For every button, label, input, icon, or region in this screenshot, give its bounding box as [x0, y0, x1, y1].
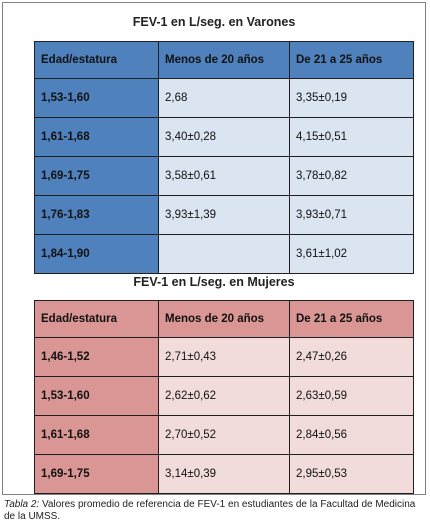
row-label: 1,76-1,83 [34, 195, 159, 235]
table-cell: 4,15±0,51 [289, 117, 414, 157]
header-cell: Menos de 20 años [158, 300, 290, 338]
caption-text: Valores promedio de referencia de FEV-1 … [4, 499, 416, 522]
table-cell: 3,14±0,39 [158, 454, 290, 494]
table-row: 1,69-1,75 3,14±0,39 2,95±0,53 [34, 454, 414, 494]
table-cell: 2,70±0,52 [158, 415, 290, 455]
table-row: 1,84-1,90 3,61±1,02 [34, 234, 414, 274]
table-header-row: Edad/estatura Menos de 20 años De 21 a 2… [34, 41, 414, 79]
table-cell: 3,40±0,28 [158, 117, 290, 157]
table-row: 1,53-1,60 2,62±0,62 2,63±0,59 [34, 376, 414, 416]
row-label: 1,61-1,68 [34, 415, 159, 455]
female-table-title: FEV-1 en L/seg. en Mujeres [133, 275, 295, 289]
table-caption: Tabla 2: Valores promedio de referencia … [4, 499, 424, 523]
table-row: 1,61-1,68 2,70±0,52 2,84±0,56 [34, 415, 414, 455]
table-row: 1,76-1,83 3,93±1,39 3,93±0,71 [34, 195, 414, 235]
table-cell: 3,61±1,02 [289, 234, 414, 274]
table-row: 1,53-1,60 2,68 3,35±0,19 [34, 78, 414, 118]
table-cell: 2,47±0,26 [289, 337, 414, 377]
row-label: 1,61-1,68 [34, 117, 159, 157]
table-cell: 3,93±1,39 [158, 195, 290, 235]
table-cell: 2,62±0,62 [158, 376, 290, 416]
male-fev1-table: Edad/estatura Menos de 20 años De 21 a 2… [34, 41, 414, 274]
header-cell: De 21 a 25 años [289, 300, 414, 338]
female-fev1-table: Edad/estatura Menos de 20 años De 21 a 2… [34, 300, 414, 494]
male-table-title: FEV-1 en L/seg. en Varones [132, 15, 296, 29]
table-header-row: Edad/estatura Menos de 20 años De 21 a 2… [34, 300, 414, 338]
header-cell: Menos de 20 años [158, 41, 290, 79]
table-cell: 3,58±0,61 [158, 156, 290, 196]
table-cell: 3,78±0,82 [289, 156, 414, 196]
row-label: 1,53-1,60 [34, 78, 159, 118]
table-figure: FEV-1 en L/seg. en Varones Edad/estatura… [2, 2, 426, 495]
caption-label: Tabla 2: [4, 499, 40, 510]
table-cell: 3,93±0,71 [289, 195, 414, 235]
table-cell: 2,84±0,56 [289, 415, 414, 455]
table-cell: 3,35±0,19 [289, 78, 414, 118]
header-cell: Edad/estatura [34, 300, 159, 338]
table-cell: 2,95±0,53 [289, 454, 414, 494]
header-cell: Edad/estatura [34, 41, 159, 79]
table-cell: 2,63±0,59 [289, 376, 414, 416]
table-cell: 2,71±0,43 [158, 337, 290, 377]
table-row: 1,46-1,52 2,71±0,43 2,47±0,26 [34, 337, 414, 377]
table-row: 1,69-1,75 3,58±0,61 3,78±0,82 [34, 156, 414, 196]
row-label: 1,69-1,75 [34, 156, 159, 196]
row-label: 1,69-1,75 [34, 454, 159, 494]
table-cell [158, 234, 290, 274]
header-cell: De 21 a 25 años [289, 41, 414, 79]
row-label: 1,46-1,52 [34, 337, 159, 377]
table-cell: 2,68 [158, 78, 290, 118]
row-label: 1,84-1,90 [34, 234, 159, 274]
table-row: 1,61-1,68 3,40±0,28 4,15±0,51 [34, 117, 414, 157]
row-label: 1,53-1,60 [34, 376, 159, 416]
